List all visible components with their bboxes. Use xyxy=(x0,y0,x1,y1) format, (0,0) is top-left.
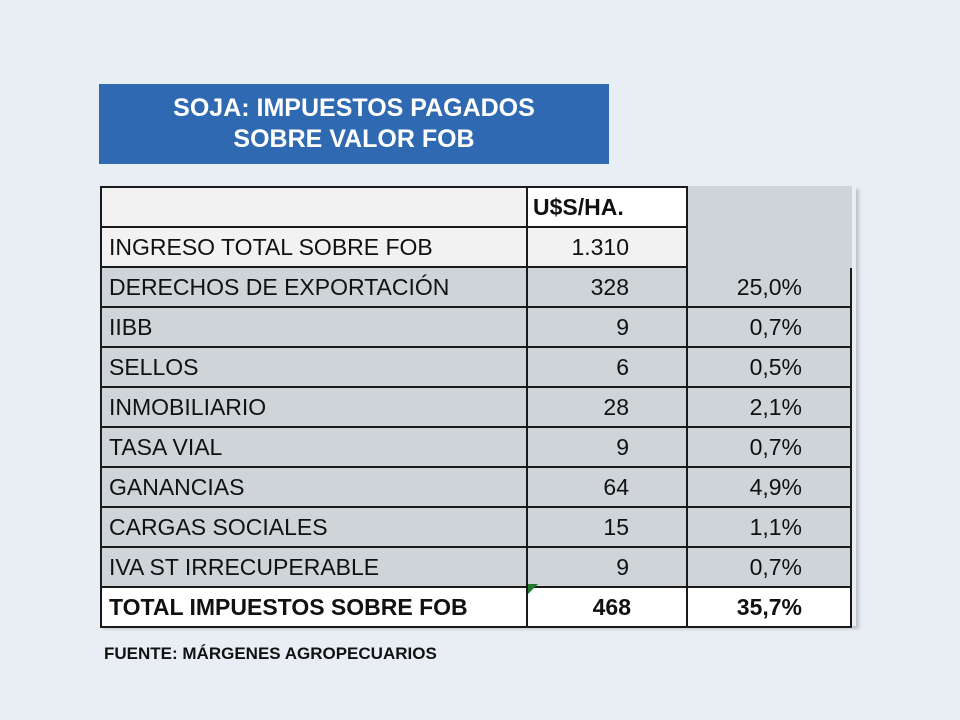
table-row: CARGAS SOCIALES 15 1,1% xyxy=(100,506,852,548)
row-pct: 0,7% xyxy=(686,306,852,348)
row-value: 328 xyxy=(526,266,688,308)
row-label: SELLOS xyxy=(100,346,528,388)
row-value: 6 xyxy=(526,346,688,388)
row-label: GANANCIAS xyxy=(100,466,528,508)
row-pct: 1,1% xyxy=(686,506,852,548)
row-label: IIBB xyxy=(100,306,528,348)
row-pct: 25,0% xyxy=(686,266,852,308)
income-label: INGRESO TOTAL SOBRE FOB xyxy=(100,226,528,268)
row-pct: 0,7% xyxy=(686,426,852,468)
header-pct-cell xyxy=(686,186,852,228)
title-line-2: SOBRE VALOR FOB xyxy=(233,125,475,153)
income-value: 1.310 xyxy=(526,226,688,268)
title-line-1: SOJA: IMPUESTOS PAGADOS xyxy=(173,94,535,122)
row-pct: 4,9% xyxy=(686,466,852,508)
table-row: GANANCIAS 64 4,9% xyxy=(100,466,852,508)
row-label: CARGAS SOCIALES xyxy=(100,506,528,548)
table-header-row: U$S/HA. xyxy=(100,186,852,228)
income-pct-cell xyxy=(686,226,852,268)
table-row: TASA VIAL 9 0,7% xyxy=(100,426,852,468)
tax-table: U$S/HA. INGRESO TOTAL SOBRE FOB 1.310 DE… xyxy=(100,186,852,628)
header-empty-cell xyxy=(100,186,528,228)
row-value: 64 xyxy=(526,466,688,508)
row-value: 9 xyxy=(526,306,688,348)
row-pct: 0,5% xyxy=(686,346,852,388)
row-pct: 0,7% xyxy=(686,546,852,588)
table-row: INMOBILIARIO 28 2,1% xyxy=(100,386,852,428)
total-pct: 35,7% xyxy=(686,586,852,628)
header-usd-per-ha: U$S/HA. xyxy=(526,186,688,228)
row-label: IVA ST IRRECUPERABLE xyxy=(100,546,528,588)
row-label: DERECHOS DE EXPORTACIÓN xyxy=(100,266,528,308)
row-value: 9 xyxy=(526,426,688,468)
row-label: INMOBILIARIO xyxy=(100,386,528,428)
row-value: 15 xyxy=(526,506,688,548)
table-row: IVA ST IRRECUPERABLE 9 0,7% xyxy=(100,546,852,588)
cell-formula-marker-icon xyxy=(528,584,538,594)
page-title: SOJA: IMPUESTOS PAGADOS SOBRE VALOR FOB xyxy=(99,84,609,164)
table-row-total: TOTAL IMPUESTOS SOBRE FOB 468 35,7% xyxy=(100,586,852,628)
table-row: DERECHOS DE EXPORTACIÓN 328 25,0% xyxy=(100,266,852,308)
row-label: TASA VIAL xyxy=(100,426,528,468)
row-value: 9 xyxy=(526,546,688,588)
row-pct: 2,1% xyxy=(686,386,852,428)
table-row-income: INGRESO TOTAL SOBRE FOB 1.310 xyxy=(100,226,852,268)
tax-table-container: U$S/HA. INGRESO TOTAL SOBRE FOB 1.310 DE… xyxy=(100,186,856,628)
table-row: SELLOS 6 0,5% xyxy=(100,346,852,388)
total-label: TOTAL IMPUESTOS SOBRE FOB xyxy=(100,586,528,628)
row-value: 28 xyxy=(526,386,688,428)
table-row: IIBB 9 0,7% xyxy=(100,306,852,348)
total-value: 468 xyxy=(526,586,688,628)
source-note: FUENTE: MÁRGENES AGROPECUARIOS xyxy=(104,644,437,663)
